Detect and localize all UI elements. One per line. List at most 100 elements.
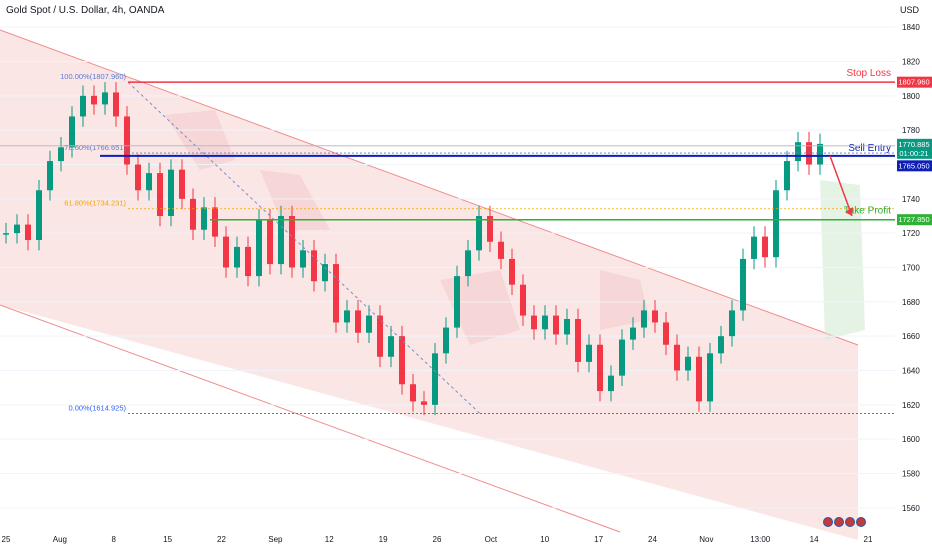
ichimoku-cloud [820, 180, 865, 340]
candle [542, 315, 548, 330]
take-profit-price-tag-text: 1727.850 [898, 215, 929, 224]
chart-title: Gold Spot / U.S. Dollar, 4h, OANDA [6, 5, 165, 16]
y-tick-label: 1840 [902, 23, 920, 32]
candle [234, 246, 240, 268]
candle [729, 310, 735, 337]
forecast-arrow [829, 155, 853, 217]
y-tick-label: 1800 [902, 92, 920, 101]
candle [333, 264, 339, 323]
candle [256, 219, 262, 277]
current-price-tag-text: 01:00:21 [899, 149, 928, 158]
ichimoku-cloud [260, 170, 330, 230]
candle [685, 356, 691, 371]
candle [14, 224, 20, 234]
candle [740, 258, 746, 311]
candle [388, 336, 394, 357]
fib-level-label: 78.60%(1766.651) [64, 143, 126, 152]
candle [443, 327, 449, 354]
candle [718, 336, 724, 354]
candle [432, 353, 438, 405]
channel-fill [0, 30, 858, 540]
candle [190, 198, 196, 230]
take-profit-price-tag [897, 214, 932, 226]
arrow-head-icon [845, 207, 853, 216]
y-tick-label: 1820 [902, 58, 920, 67]
candle [135, 164, 141, 191]
x-tick-label: 22 [217, 535, 226, 544]
x-tick-label: 12 [325, 535, 334, 544]
x-tick-label: Aug [53, 535, 67, 544]
y-tick-label: 1640 [902, 367, 920, 376]
y-tick-label: 1660 [902, 332, 920, 341]
candle [421, 401, 427, 405]
x-tick-label: 25 [2, 535, 11, 544]
sell-entry-price-tag-text: 1765.050 [898, 161, 929, 170]
us-flag-icon[interactable] [823, 517, 833, 527]
fib-level-label: 100.00%(1807.960) [60, 72, 126, 81]
x-tick-label: 24 [648, 535, 657, 544]
candle [410, 384, 416, 402]
candle [553, 315, 559, 335]
candle [36, 190, 42, 241]
sell-entry-price-tag [897, 160, 932, 172]
y-tick-label: 1720 [902, 229, 920, 238]
x-tick-label: 15 [163, 535, 172, 544]
stop-loss-label: Stop Loss [847, 68, 891, 79]
candle [168, 169, 174, 216]
candle [157, 173, 163, 216]
candle [564, 319, 570, 335]
candle [322, 264, 328, 282]
us-flag-icon[interactable] [834, 517, 844, 527]
fib-trend-line [127, 81, 481, 414]
candle [223, 236, 229, 268]
x-tick-label: 17 [594, 535, 603, 544]
candle [179, 169, 185, 199]
candle [498, 241, 504, 259]
current-price-tag-text: 1770.885 [898, 140, 929, 149]
candle [212, 207, 218, 237]
y-tick-label: 1740 [902, 195, 920, 204]
candle [531, 315, 537, 330]
candle [3, 233, 9, 235]
current-price-tag [897, 138, 932, 159]
candle [47, 161, 53, 191]
candle [91, 95, 97, 105]
sell-entry-label: Sell Entry [848, 143, 891, 154]
y-tick-label: 1680 [902, 298, 920, 307]
candle [762, 236, 768, 258]
candle [465, 250, 471, 277]
candle [575, 319, 581, 362]
candle [113, 92, 119, 117]
us-flag-icon[interactable] [856, 517, 866, 527]
candle [366, 315, 372, 333]
y-tick-label: 1560 [902, 504, 920, 513]
candle [707, 353, 713, 402]
candle [201, 207, 207, 230]
event-flags[interactable] [823, 517, 866, 527]
us-flag-icon[interactable] [845, 517, 855, 527]
x-tick-label: 13:00 [750, 535, 771, 544]
fib-level-label: 0.00%(1614.925) [68, 404, 126, 413]
candle [344, 310, 350, 323]
x-tick-label: 14 [810, 535, 819, 544]
candle [487, 216, 493, 242]
x-tick-label: 10 [540, 535, 549, 544]
fib-level-label: 61.80%(1734.231) [64, 199, 126, 208]
y-tick-label: 1620 [902, 401, 920, 410]
candle [245, 246, 251, 277]
x-tick-label: 19 [379, 535, 388, 544]
candle [300, 250, 306, 268]
candle [377, 315, 383, 357]
x-tick-label: 8 [112, 535, 117, 544]
candle [696, 356, 702, 402]
candle [399, 336, 405, 385]
stop-loss-price-tag-text: 1807.960 [898, 78, 929, 87]
x-tick-label: Sep [268, 535, 283, 544]
candle [124, 116, 130, 165]
x-tick-label: Nov [699, 535, 713, 544]
candle [520, 284, 526, 316]
x-tick-label: 26 [433, 535, 442, 544]
candle [795, 142, 801, 162]
candle [652, 310, 658, 323]
